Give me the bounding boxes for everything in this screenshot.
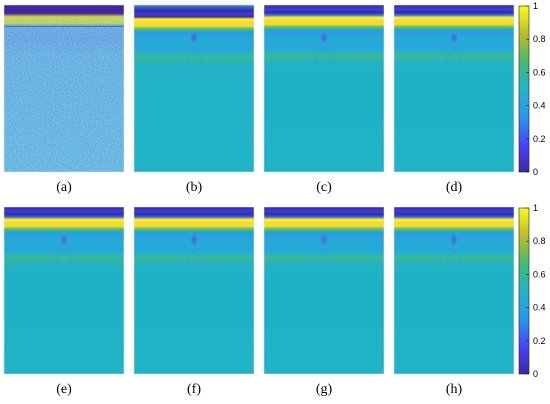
colorbar-tick-label: 0.4 — [533, 303, 546, 313]
panel-border — [393, 4, 515, 173]
colorbar-tick-label: 0 — [533, 167, 538, 177]
colorbar-tick-label: 0.6 — [533, 67, 546, 77]
diffraction-apex — [190, 32, 198, 44]
diffraction-apex — [320, 234, 328, 246]
panel-border — [133, 206, 255, 375]
panel-border — [133, 4, 255, 173]
heatmap-image — [134, 5, 254, 172]
heatmap-image — [394, 207, 514, 374]
colorbar-tick-label: 0.2 — [533, 134, 546, 144]
colorbar-tick-label: 0.8 — [533, 34, 546, 44]
diffraction-apex — [450, 32, 458, 44]
panel-border — [3, 4, 125, 173]
panel-g: (g) — [263, 206, 385, 397]
colorbar-bottom: 0 0.2 0.4 0.6 0.8 1 — [518, 203, 546, 379]
panel-c: (c) — [263, 4, 385, 195]
panel-a: (a) — [3, 4, 125, 195]
panel-label: (e) — [56, 382, 72, 397]
noise-band — [4, 17, 124, 26]
colorbar-top: 0 0.2 0.4 0.6 0.8 1 — [518, 1, 546, 177]
panel-label: (d) — [446, 180, 463, 195]
heatmap-image — [264, 207, 384, 374]
colorbar-tick-label: 1 — [533, 1, 538, 11]
panel-label: (a) — [56, 180, 72, 195]
panel-label: (c) — [316, 180, 332, 195]
colorbar-bottom-gradient — [518, 207, 530, 375]
panel-f: (f) — [133, 206, 255, 397]
colorbar-tick-label: 0.2 — [533, 336, 546, 346]
diffraction-hyperbola — [313, 49, 335, 69]
heatmap-image — [4, 207, 124, 374]
diffraction-apex — [60, 234, 68, 246]
diffraction-hyperbola — [443, 251, 465, 271]
panel-d: (d) — [393, 4, 515, 195]
colorbar-tick-label: 0.8 — [533, 236, 546, 246]
diffraction-hyperbola — [53, 251, 75, 271]
colorbar-top-gradient — [518, 5, 530, 173]
panel-label: (g) — [316, 382, 333, 397]
diffraction-hyperbola — [313, 251, 335, 271]
colorbar-tick-label: 1 — [533, 203, 538, 213]
diffraction-hyperbola — [443, 49, 465, 69]
noise-texture — [4, 27, 124, 172]
panel-h: (h) — [393, 206, 515, 397]
panel-label: (b) — [186, 180, 203, 195]
panel-border — [263, 206, 385, 375]
colorbar-tick-label: 0.6 — [533, 269, 546, 279]
heatmap-image — [264, 5, 384, 172]
diffraction-apex — [450, 234, 458, 246]
panel-border — [263, 4, 385, 173]
colorbar-tick-label: 0 — [533, 369, 538, 379]
heatmap-image — [134, 207, 254, 374]
heatmap-image — [394, 5, 514, 172]
diffraction-apex — [190, 234, 198, 246]
panel-b: (b) — [133, 4, 255, 195]
colorbar-tick-label: 0.4 — [533, 101, 546, 111]
panel-label: (h) — [446, 382, 463, 397]
panel-e: (e) — [3, 206, 125, 397]
diffraction-apex — [320, 32, 328, 44]
panel-border — [3, 206, 125, 375]
panel-label: (f) — [187, 382, 201, 397]
diffraction-hyperbola — [183, 49, 205, 69]
diffraction-hyperbola — [183, 251, 205, 271]
panel-border — [393, 206, 515, 375]
